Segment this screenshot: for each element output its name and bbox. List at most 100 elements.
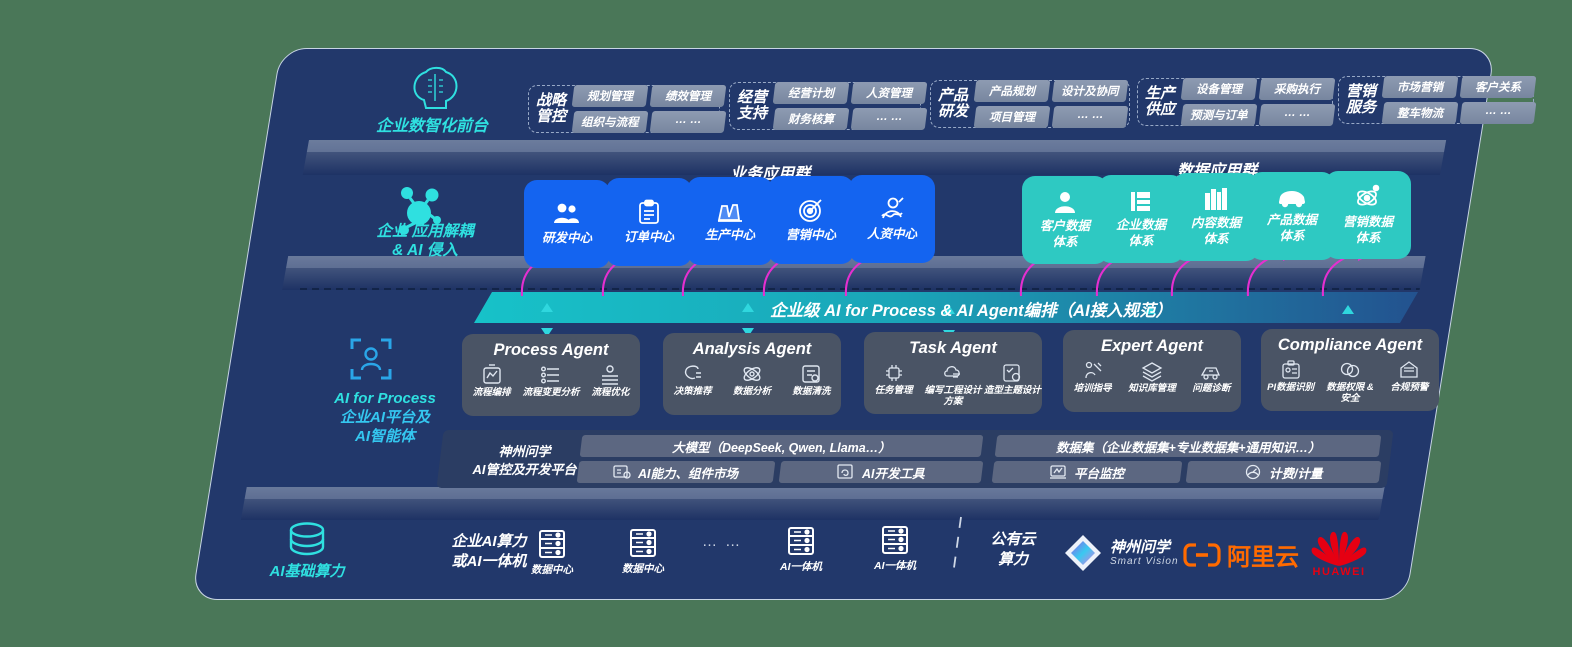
app-card-rd-center[interactable]: 研发中心 xyxy=(524,180,610,268)
agent-card-compliance[interactable]: Compliance Agent PI数据识别 数据权限 & 安全 xyxy=(1261,329,1439,411)
agent-capability[interactable]: 决策推荐 xyxy=(663,363,722,398)
vendor-huawei[interactable]: HUAWEI xyxy=(1310,528,1368,578)
id-badge-icon xyxy=(1282,360,1300,379)
agent-capability[interactable]: 编写工程设计方案 xyxy=(924,362,983,407)
top-chip[interactable]: 绩效管理 xyxy=(649,85,727,107)
agent-capability[interactable]: 知识库管理 xyxy=(1123,360,1182,395)
data-card-product[interactable]: 产品数据 体系 xyxy=(1249,172,1335,260)
capability-label: 流程编排 xyxy=(472,387,511,398)
top-chip[interactable]: 设备管理 xyxy=(1180,78,1258,100)
top-chip[interactable]: 预测与订单 xyxy=(1180,104,1258,126)
top-group-marketing-service[interactable]: 营销 服务 市场营销 客户关系 整车物流 … … xyxy=(1338,76,1537,124)
alert-mail-icon xyxy=(1400,361,1418,378)
top-chip[interactable]: 设计及协同 xyxy=(1051,80,1129,102)
app-card-marketing-center[interactable]: 营销中心 xyxy=(768,176,854,264)
infra-label: AI一体机 xyxy=(874,560,916,572)
server-rack-icon xyxy=(539,530,565,558)
infra-datacenter-1[interactable]: 数据中心 xyxy=(531,527,573,577)
top-group-product-rd[interactable]: 产品 研发 产品规划 设计及协同 项目管理 … … xyxy=(930,80,1130,128)
agent-capability[interactable]: 数据权限 & 安全 xyxy=(1321,359,1380,404)
top-chip[interactable]: 财务核算 xyxy=(772,108,850,130)
agent-card-expert[interactable]: Expert Agent 培训指导 知识库管理 问题诊断 xyxy=(1063,330,1241,412)
top-group-production-supply[interactable]: 生产 供应 设备管理 采购执行 预测与订单 … … xyxy=(1137,78,1336,126)
app-card-production-center[interactable]: 生产中心 xyxy=(687,177,773,265)
platform-name-line2: AI管控及开发平台 xyxy=(472,461,577,477)
agent-capability[interactable]: 合规预警 xyxy=(1380,359,1439,404)
top-chip[interactable]: 客户关系 xyxy=(1459,76,1537,98)
top-chip[interactable]: 组织与流程 xyxy=(571,111,649,133)
top-chip[interactable]: 市场营销 xyxy=(1381,76,1459,98)
agent-capability[interactable]: 流程优化 xyxy=(581,364,640,399)
top-chip[interactable]: … … xyxy=(1051,106,1129,128)
top-group-product-rd-title: 产品 研发 xyxy=(938,86,969,120)
data-card-label-2: 体系 xyxy=(1355,230,1381,245)
top-chip[interactable]: 人资管理 xyxy=(850,82,928,104)
top-chip[interactable]: … … xyxy=(1258,104,1336,126)
factory-icon xyxy=(717,203,742,222)
vendor-aliyun[interactable]: 阿里云 xyxy=(1183,537,1299,572)
app-card-order-center[interactable]: 订单中心 xyxy=(606,178,692,266)
decoupling-line2: & AI 侵入 xyxy=(392,242,458,260)
top-group-strategy-title: 战略 管控 xyxy=(536,91,567,125)
list-analysis-icon xyxy=(540,366,559,384)
data-card-label-1: 企业数据 xyxy=(1115,218,1166,233)
agent-card-task[interactable]: Task Agent 任务管理 编写工程设计方案 造型主题设计 xyxy=(864,332,1042,414)
platform-ai-capability-bar[interactable]: AI能力、组件市场 xyxy=(576,461,776,483)
data-clean-icon xyxy=(802,365,821,383)
platform-large-model-bar[interactable]: 大模型（DeepSeek, Qwen, Llama…） xyxy=(579,435,984,457)
agent-card-process[interactable]: Process Agent 流程编排 流程变更分析 流程优化 xyxy=(462,334,640,416)
capability-label: 决策推荐 xyxy=(673,386,712,397)
data-card-customer[interactable]: 客户数据 体系 xyxy=(1022,176,1108,264)
platform-monitor-bar[interactable]: 平台监控 xyxy=(991,461,1183,483)
top-chip[interactable]: 规划管理 xyxy=(571,85,649,107)
huawei-logo xyxy=(1311,531,1367,566)
infra-ai-appliance-2[interactable]: AI一体机 xyxy=(874,523,916,573)
layers-icon xyxy=(1141,362,1163,382)
top-chip[interactable]: 采购执行 xyxy=(1258,78,1336,100)
platform-dataset-bar[interactable]: 数据集（企业数据集+专业数据集+通用知识…） xyxy=(994,435,1382,457)
design-check-icon xyxy=(1003,364,1021,382)
top-chip[interactable]: … … xyxy=(649,111,727,133)
platform-name-line1: 神州问学 xyxy=(498,444,551,459)
top-group-operations[interactable]: 经营 支持 经营计划 人资管理 财务核算 … … xyxy=(729,82,928,130)
top-chip[interactable]: 经营计划 xyxy=(772,82,850,104)
ai-capability-label: AI能力、组件市场 xyxy=(638,466,739,481)
agent-capability[interactable]: PI数据识别 xyxy=(1261,359,1320,404)
agent-capability[interactable]: 数据分析 xyxy=(723,363,782,398)
top-chip[interactable]: 项目管理 xyxy=(973,106,1051,128)
agent-capability[interactable]: 流程编排 xyxy=(462,364,521,399)
agent-capability[interactable]: 培训指导 xyxy=(1063,360,1122,395)
data-card-enterprise[interactable]: 企业数据 体系 xyxy=(1098,175,1184,263)
agent-card-analysis[interactable]: Analysis Agent 决策推荐 数据分析 数据清洗 xyxy=(663,333,841,415)
layer-label-frontend: 企业数智化前台 xyxy=(375,118,488,135)
server-rack-icon xyxy=(630,529,656,557)
user-avatar-icon xyxy=(1055,192,1075,214)
building-icon xyxy=(1131,192,1150,212)
data-card-marketing[interactable]: 营销数据 体系 xyxy=(1325,171,1411,259)
infra-ai-appliance-1[interactable]: AI一体机 xyxy=(780,524,822,574)
infra-datacenter-2[interactable]: 数据中心 xyxy=(622,526,664,576)
top-group-marketing-service-title: 营销 服务 xyxy=(1346,82,1377,116)
platform-ai-devtools-bar[interactable]: AI开发工具 xyxy=(778,461,984,483)
agent-capability[interactable]: 造型主题设计 xyxy=(983,362,1042,407)
public-cloud-line2: 算力 xyxy=(997,550,1028,568)
top-chip[interactable]: 整车物流 xyxy=(1381,102,1459,124)
infra-ellipsis: … … xyxy=(702,533,743,550)
capability-label: 问题诊断 xyxy=(1192,383,1231,394)
agent-capability[interactable]: 流程变更分析 xyxy=(522,364,581,399)
vendor-smartvision[interactable]: 神州问学 Smart Vision xyxy=(1062,532,1179,574)
smartvision-logo xyxy=(1065,535,1101,571)
agent-capability[interactable]: 问题诊断 xyxy=(1182,360,1241,395)
top-group-strategy[interactable]: 战略 管控 规划管理 绩效管理 组织与流程 … … xyxy=(528,85,727,133)
app-card-hr-center[interactable]: 人资中心 xyxy=(849,175,935,263)
platform-billing-bar[interactable]: 计费/计量 xyxy=(1185,461,1382,483)
agent-capability[interactable]: 任务管理 xyxy=(864,362,923,407)
app-card-label: 研发中心 xyxy=(541,230,592,245)
agent-capability[interactable]: 数据清洗 xyxy=(782,363,841,398)
top-chip[interactable]: … … xyxy=(850,108,928,130)
data-card-content[interactable]: 内容数据 体系 xyxy=(1173,173,1259,261)
top-chip[interactable]: … … xyxy=(1459,102,1537,124)
ai-devtools-label: AI开发工具 xyxy=(862,466,925,481)
top-chip[interactable]: 产品规划 xyxy=(973,80,1051,102)
enterprise-compute-label: 企业AI算力 或AI一体机 xyxy=(414,532,564,571)
